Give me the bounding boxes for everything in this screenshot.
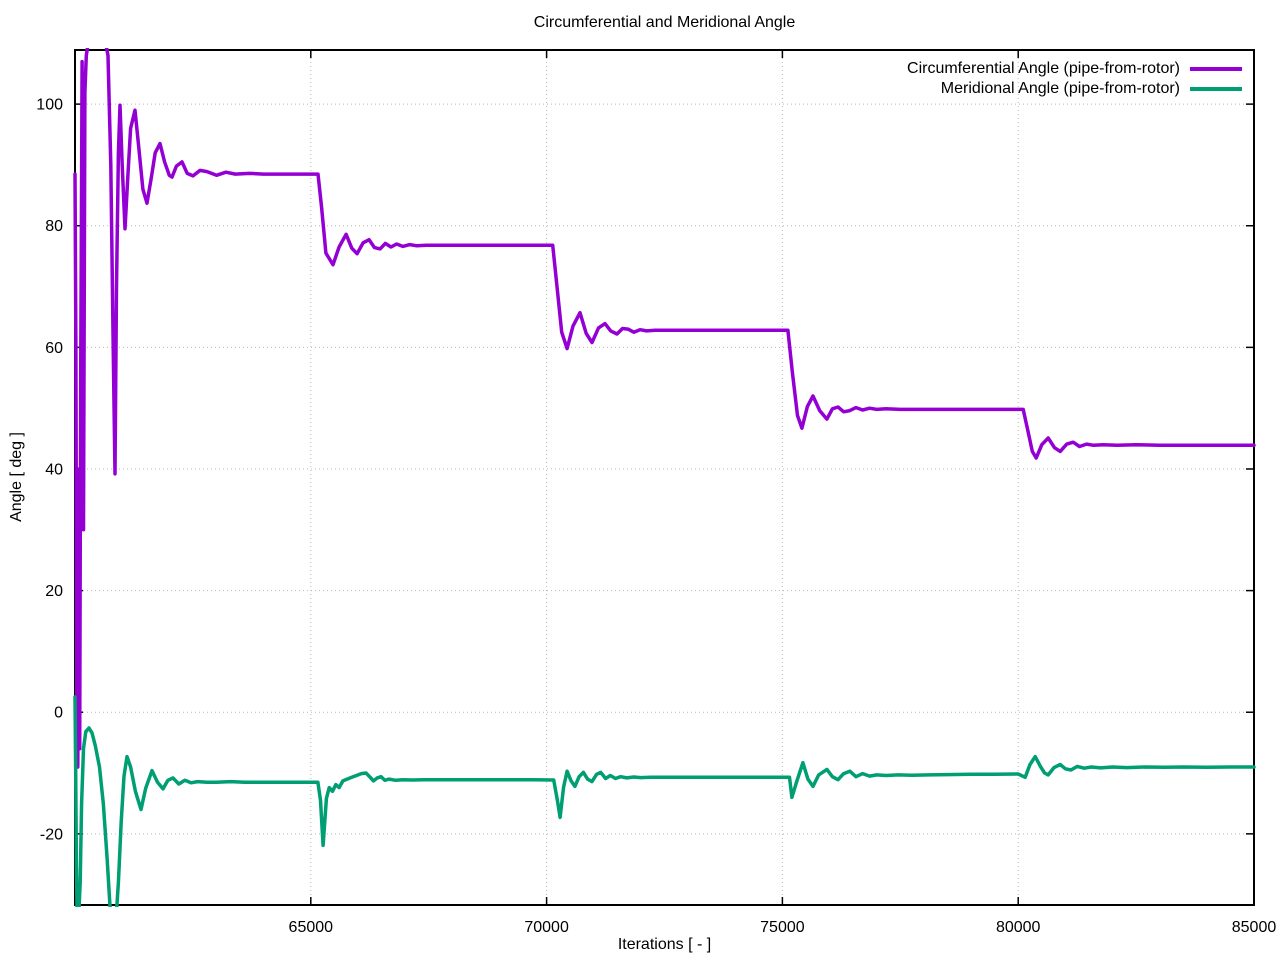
y-tick-label: 80 (45, 218, 63, 235)
x-tick-label: 75000 (760, 919, 805, 936)
legend-label-circumferential: Circumferential Angle (pipe-from-rotor) (907, 60, 1180, 77)
x-tick-label: 80000 (996, 919, 1041, 936)
y-tick-label: 20 (45, 583, 63, 600)
chart-title: Circumferential and Meridional Angle (533, 14, 796, 31)
y-tick-label: 0 (54, 705, 63, 722)
y-tick-label: 40 (45, 461, 63, 478)
x-tick-label: 85000 (1232, 919, 1277, 936)
x-axis-label: Iterations [ - ] (617, 936, 712, 953)
legend: Circumferential Angle (pipe-from-rotor) … (907, 59, 1242, 99)
legend-item-meridional: Meridional Angle (pipe-from-rotor) (941, 79, 1242, 99)
legend-item-circumferential: Circumferential Angle (pipe-from-rotor) (907, 59, 1242, 79)
y-tick-label: 60 (45, 340, 63, 357)
legend-line-sample-meridional (1190, 87, 1242, 91)
legend-label-meridional: Meridional Angle (pipe-from-rotor) (940, 80, 1180, 97)
x-tick-label: 65000 (289, 919, 334, 936)
y-tick-label: 100 (36, 97, 63, 114)
legend-line-sample-circumferential (1190, 67, 1242, 71)
series-line-circumferential (73, 48, 1256, 769)
y-axis-label: Angle [ deg ] (8, 432, 25, 522)
y-tick-label: -20 (40, 826, 63, 843)
x-tick-label: 70000 (524, 919, 569, 936)
series-line-meridional (73, 695, 1256, 907)
